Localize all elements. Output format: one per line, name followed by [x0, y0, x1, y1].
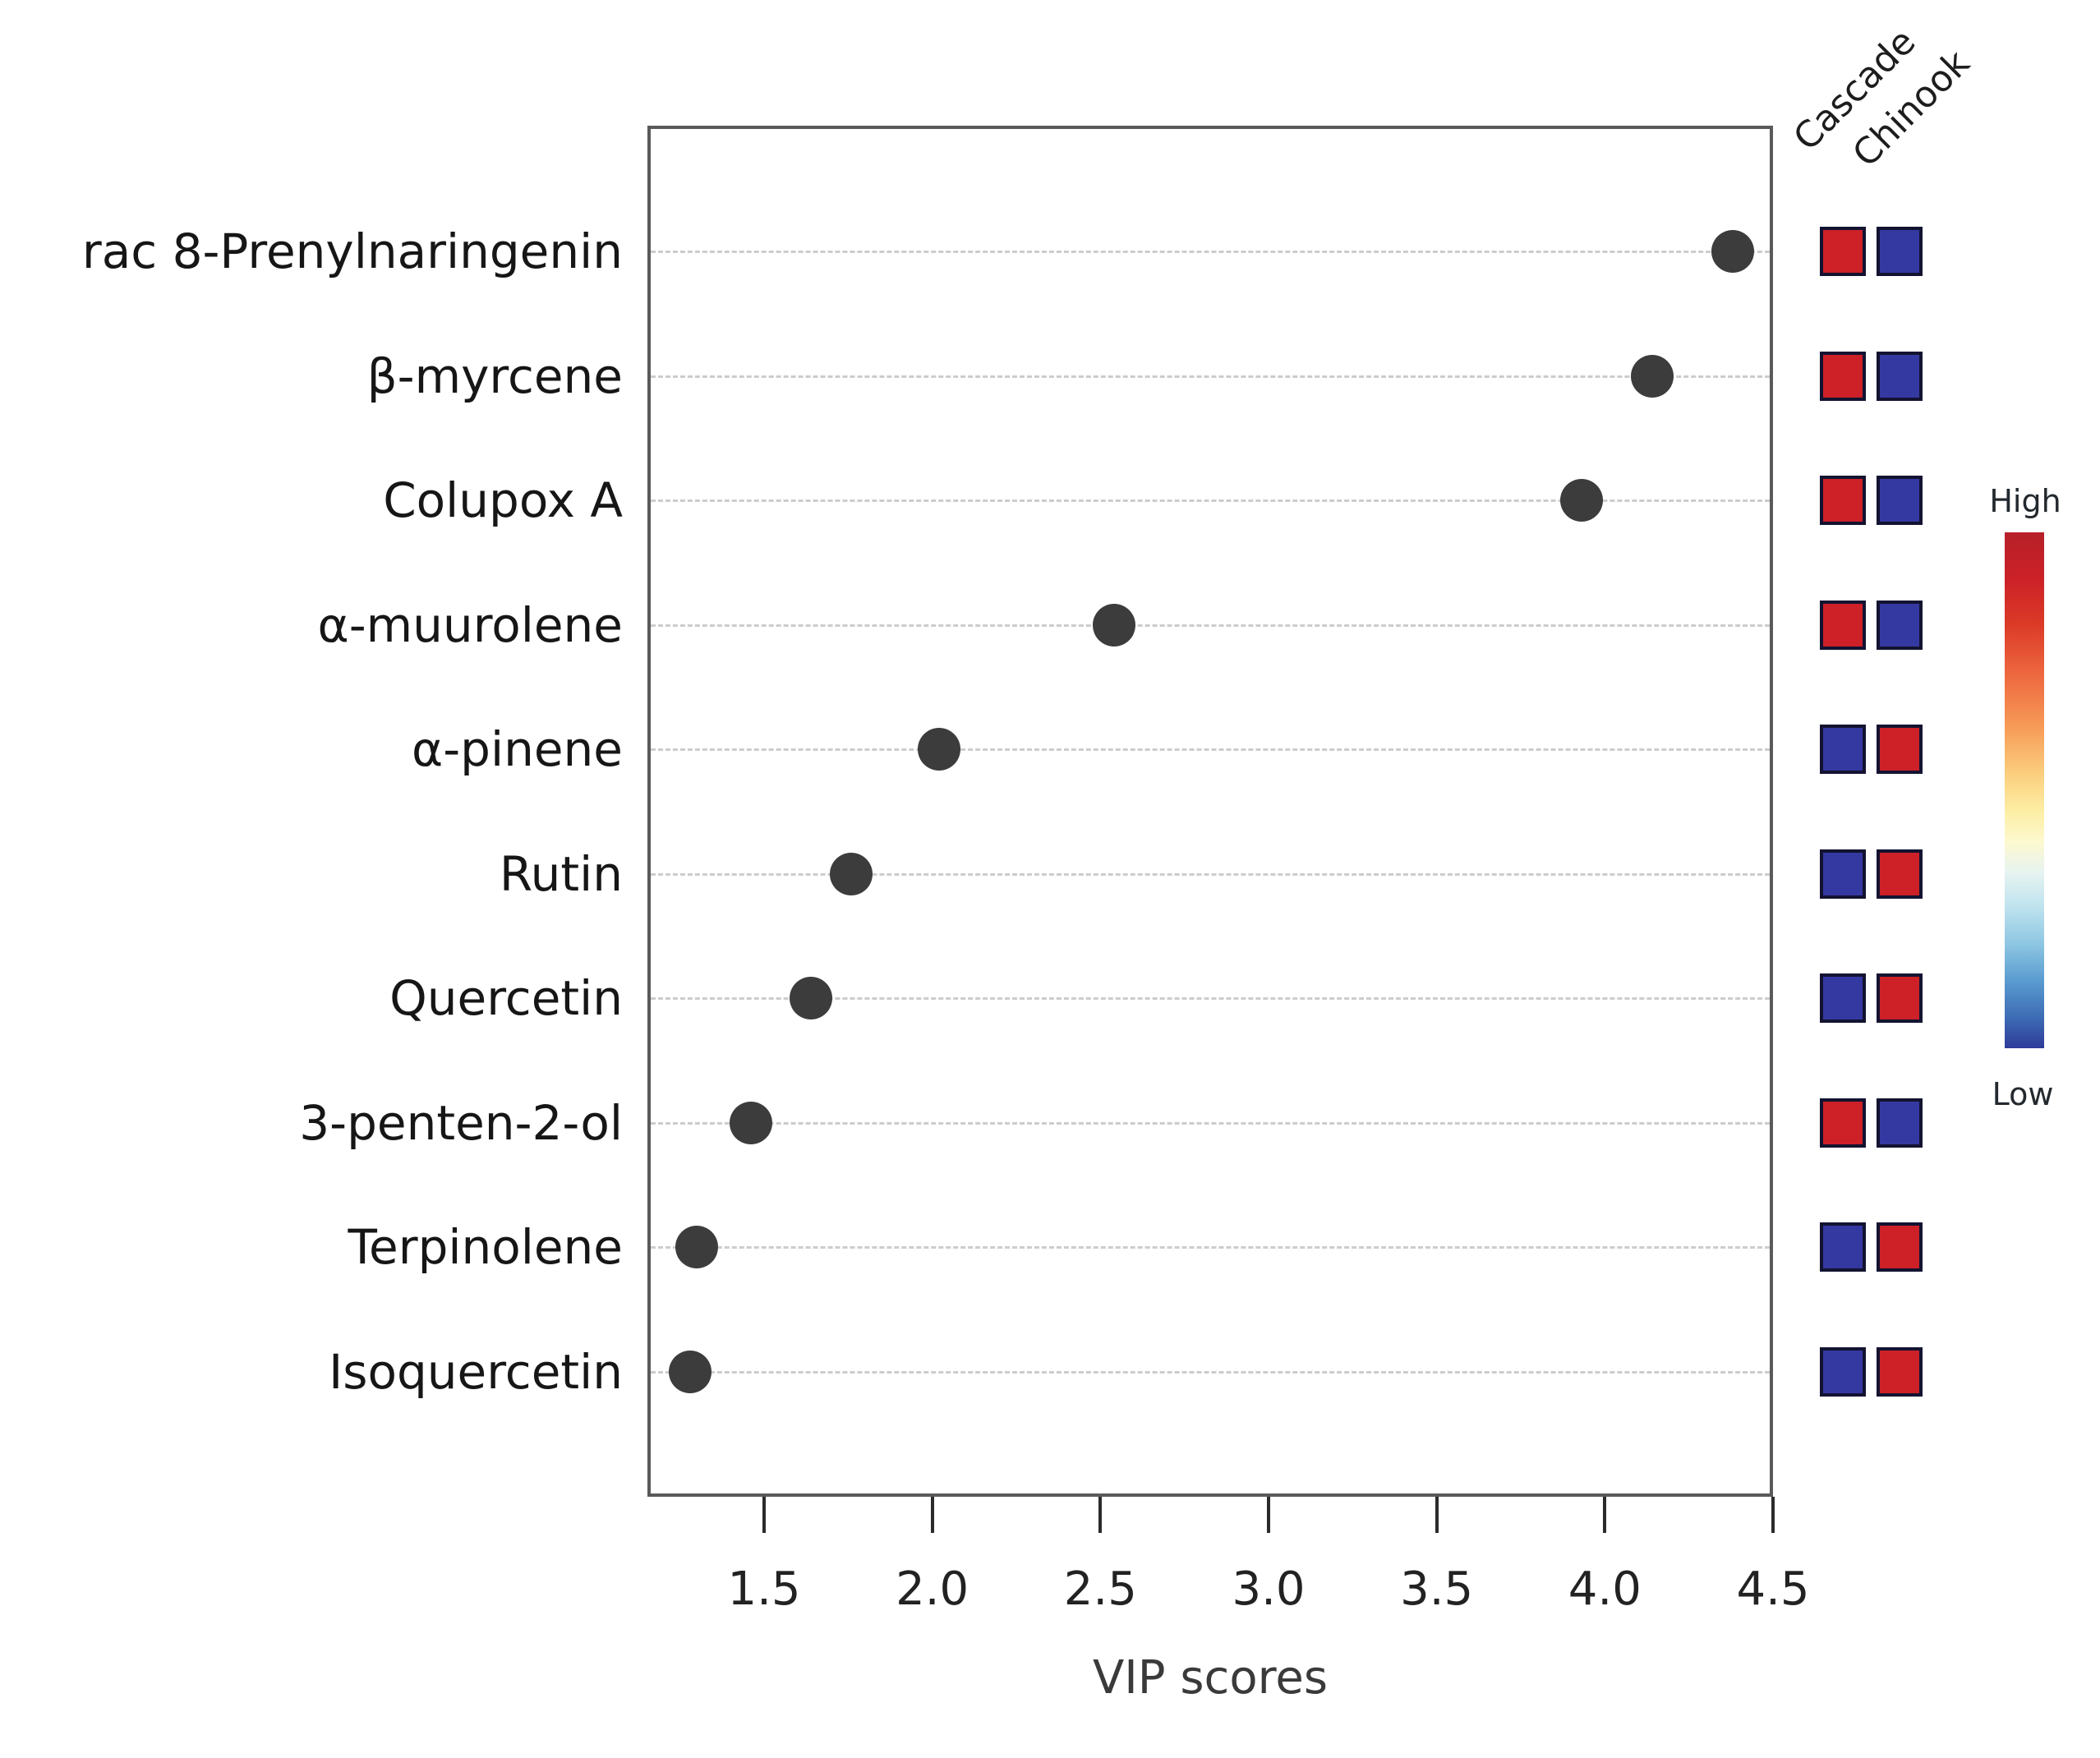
heatmap-cell-chinook-low — [1877, 476, 1923, 525]
heatmap-cell-chinook-high — [1877, 973, 1923, 1023]
grid-line — [651, 1246, 1770, 1249]
vip-score-dot — [1630, 354, 1674, 398]
grid-line — [651, 1370, 1770, 1374]
heatmap-cell-cascade-high — [1820, 227, 1866, 276]
legend-gradient-bar — [2005, 532, 2044, 1048]
heatmap-cell-cascade-high — [1820, 476, 1866, 525]
heatmap-cell-chinook-high — [1877, 1346, 1923, 1397]
y-axis-label: rac 8-Prenylnaringenin — [81, 223, 623, 279]
vip-score-dot — [729, 1101, 772, 1144]
grid-line — [651, 624, 1770, 627]
heatmap-cell-cascade-high — [1820, 600, 1866, 650]
vip-score-dot — [917, 728, 960, 771]
x-axis-tick-label: 4.0 — [1568, 1562, 1642, 1616]
x-axis-tick — [1266, 1497, 1270, 1533]
grid-line — [651, 251, 1770, 253]
plot-area — [647, 126, 1773, 1497]
heatmap-cell-cascade-low — [1820, 849, 1866, 899]
heatmap-cell-chinook-high — [1877, 849, 1923, 899]
x-axis-tick — [1098, 1497, 1103, 1533]
grid-line — [651, 1121, 1770, 1125]
x-axis-tick — [762, 1497, 766, 1533]
legend-low-label: Low — [1992, 1076, 2054, 1112]
y-axis-label: Quercetin — [389, 970, 623, 1026]
x-axis-tick-label: 2.0 — [896, 1562, 969, 1616]
x-axis-tick-label: 3.5 — [1400, 1562, 1474, 1616]
vip-score-dot — [830, 852, 873, 895]
x-axis-tick-label: 2.5 — [1063, 1562, 1137, 1616]
y-axis-label: α-muurolene — [317, 596, 623, 653]
x-axis-title: VIP scores — [1092, 1651, 1329, 1705]
heatmap-cell-cascade-low — [1820, 1346, 1866, 1397]
x-axis-tick — [930, 1497, 934, 1533]
y-axis-label: β-myrcene — [366, 347, 623, 404]
heatmap-cell-cascade-low — [1820, 973, 1866, 1023]
x-axis-tick — [1771, 1497, 1775, 1533]
x-axis-tick-label: 4.5 — [1736, 1562, 1810, 1616]
vip-score-dot — [790, 977, 833, 1019]
grid-line — [651, 997, 1770, 1000]
grid-line — [651, 499, 1770, 502]
y-axis-label: Terpinolene — [348, 1219, 623, 1275]
heatmap-cell-cascade-high — [1820, 351, 1866, 401]
y-axis-label: 3-penten-2-ol — [299, 1094, 623, 1151]
heatmap-cell-chinook-low — [1877, 600, 1923, 650]
heatmap-cell-chinook-low — [1877, 1098, 1923, 1148]
heatmap-cell-cascade-high — [1820, 1098, 1866, 1148]
vip-score-dot — [668, 1350, 712, 1393]
x-axis-tick — [1603, 1497, 1607, 1533]
x-axis-tick-label: 1.5 — [727, 1562, 801, 1616]
vip-score-dot — [1711, 230, 1754, 273]
heatmap-cell-chinook-high — [1877, 1222, 1923, 1272]
vip-score-dot — [675, 1226, 719, 1268]
grid-line — [651, 872, 1770, 876]
y-axis-label: α-pinene — [412, 721, 623, 777]
heatmap-cell-chinook-low — [1877, 227, 1923, 276]
y-axis-label: Isoquercetin — [329, 1343, 623, 1400]
x-axis-tick-label: 3.0 — [1232, 1562, 1306, 1616]
heatmap-cell-chinook-high — [1877, 725, 1923, 774]
vip-score-dot — [1092, 603, 1135, 647]
vip-score-dot — [1559, 479, 1603, 522]
grid-line — [651, 375, 1770, 378]
x-axis-tick — [1435, 1497, 1439, 1533]
legend-high-label: High — [1989, 483, 2061, 519]
heatmap-cell-chinook-low — [1877, 351, 1923, 401]
heatmap-cell-cascade-low — [1820, 1222, 1866, 1272]
y-axis-label: Colupox A — [383, 472, 623, 528]
grid-line — [651, 748, 1770, 751]
heatmap-cell-cascade-low — [1820, 725, 1866, 774]
y-axis-label: Rutin — [499, 845, 623, 902]
